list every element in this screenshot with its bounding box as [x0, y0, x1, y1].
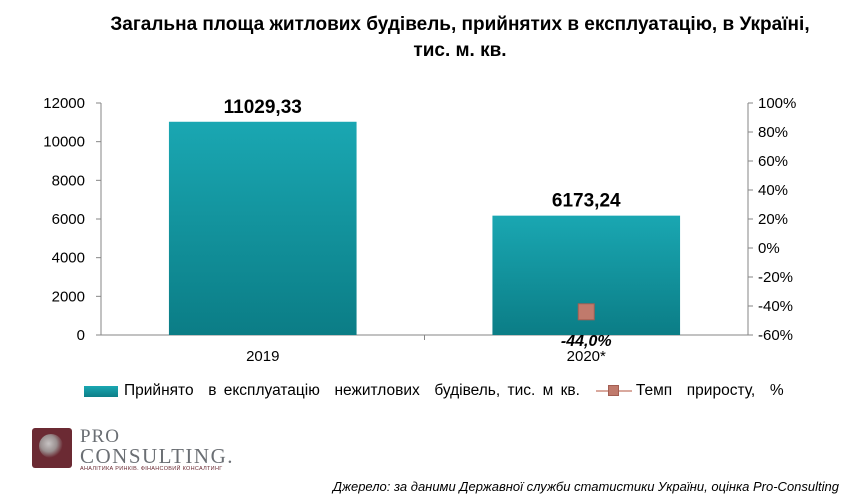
y-tick-label-right: 20%: [758, 211, 788, 228]
chart-legend: Прийнято в експлуатацію нежитлових будів…: [84, 382, 784, 400]
legend-label-bar: Прийнято в експлуатацію нежитлових будів…: [124, 382, 580, 399]
x-tick-label: 2019: [246, 348, 279, 365]
x-tick-label: 2020*: [567, 348, 606, 365]
y-tick-label-right: 80%: [758, 124, 788, 141]
y-tick-label-right: -60%: [758, 327, 793, 344]
legend-item-growth: Темп приросту, %: [595, 382, 784, 400]
legend-label-growth: Темп приросту, %: [635, 382, 784, 399]
y-tick-label-left: 6000: [52, 211, 85, 228]
y-tick-label-right: 100%: [758, 95, 796, 112]
growth-data-label: -44,0%: [561, 333, 612, 350]
chart-title-line-1: Загальна площа житлових будівель, прийня…: [110, 14, 810, 35]
legend-bar-swatch: [84, 385, 118, 397]
legend-line-swatch: [595, 385, 632, 397]
bar-data-label: 11029,33: [224, 97, 302, 118]
y-tick-label-left: 8000: [52, 172, 85, 189]
logo-tagline: АНАЛІТИКА РИНКІВ. ФІНАНСОВИЙ КОНСАЛТИНГ: [80, 466, 223, 472]
bar: [168, 121, 357, 335]
chart-plot: 12000 10000 8000 6000 4000 2000 0 100% 80% 60% 40%…: [43, 95, 796, 365]
y-tick-label-right: -40%: [758, 298, 793, 315]
logo-text-pro: PRO: [80, 426, 120, 447]
y-tick-label-left: 2000: [52, 288, 85, 305]
horse-logo-icon: [32, 428, 72, 468]
y-tick-label-right: 0%: [758, 240, 780, 257]
chart-title: Загальна площа житлових будівель, прийня…: [30, 12, 857, 64]
y-tick-label-left: 12000: [43, 95, 85, 112]
pro-consulting-logo: PRO CONSULTING. АНАЛІТИКА РИНКІВ. ФІНАНС…: [32, 426, 232, 474]
y-tick-label-right: 40%: [758, 182, 788, 199]
chart-title-line-2: тис. м. кв.: [413, 40, 507, 61]
y-tick-label-left: 10000: [43, 134, 85, 151]
logo-text-consulting: CONSULTING.: [80, 444, 234, 468]
growth-marker: [577, 303, 595, 321]
y-tick-label-left: 0: [77, 327, 85, 344]
source-note: Джерело: за даними Державної служби стат…: [332, 479, 839, 494]
y-tick-label-right: -20%: [758, 269, 793, 286]
y-tick-label-right: 60%: [758, 153, 788, 170]
bar-data-label: 6173,24: [552, 191, 621, 212]
y-tick-label-left: 4000: [52, 250, 85, 267]
